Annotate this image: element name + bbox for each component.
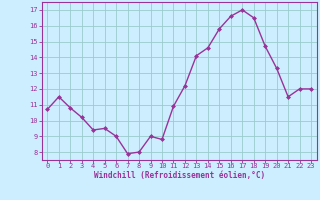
X-axis label: Windchill (Refroidissement éolien,°C): Windchill (Refroidissement éolien,°C) <box>94 171 265 180</box>
